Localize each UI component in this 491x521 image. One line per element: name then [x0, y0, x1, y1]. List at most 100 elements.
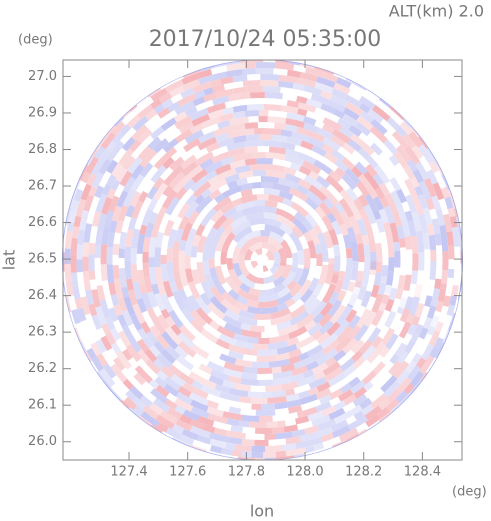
field-cell [266, 421, 278, 428]
field-cell [318, 394, 332, 405]
field-cell [391, 267, 401, 288]
field-cell [435, 245, 443, 266]
field-cell [217, 120, 231, 130]
field-cell [258, 292, 280, 303]
field-cell [129, 313, 143, 332]
field-cell [296, 406, 318, 418]
field-cell [94, 245, 102, 258]
field-cell [250, 236, 269, 245]
field-cell [232, 74, 248, 83]
field-cell [88, 303, 98, 317]
field-cell [148, 236, 157, 258]
field-cell [91, 289, 101, 308]
field-cell [360, 290, 372, 308]
field-cell [304, 213, 318, 228]
field-cell [120, 399, 130, 409]
field-cell [274, 407, 289, 416]
field-cell [350, 339, 365, 354]
field-cell [165, 128, 182, 143]
field-cell [168, 171, 186, 189]
field-cell [397, 207, 407, 220]
field-cell [404, 235, 413, 250]
field-cell [213, 126, 230, 137]
field-cell [353, 324, 369, 342]
field-cell [262, 247, 269, 255]
field-cell [375, 341, 386, 353]
field-cell [240, 194, 258, 204]
field-cell [363, 244, 371, 259]
field-cell [85, 156, 99, 175]
field-cell [308, 170, 320, 181]
field-cell [271, 390, 286, 398]
field-cell [250, 163, 266, 171]
field-cell [117, 330, 131, 348]
field-cell [276, 214, 296, 230]
field-cell [363, 310, 377, 328]
field-cell [241, 414, 260, 422]
y-tick-label: 26.6 [28, 215, 57, 230]
field-cell [325, 357, 337, 368]
field-cell [318, 169, 330, 180]
field-cell [250, 385, 266, 393]
field-cell [180, 145, 201, 162]
field-cell [338, 427, 359, 442]
field-cell [214, 63, 226, 68]
field-cell [265, 218, 283, 229]
field-cell [232, 246, 242, 264]
field-cell [137, 328, 148, 340]
field-cell [176, 355, 195, 371]
field-cell [323, 367, 344, 383]
field-cell [296, 374, 318, 387]
field-cell [343, 234, 352, 249]
field-cell [364, 258, 371, 268]
field-cell [224, 275, 241, 294]
field-cell [192, 96, 206, 107]
field-cell [372, 104, 391, 122]
field-cell [421, 333, 433, 347]
field-cell [359, 157, 370, 168]
field-cell [73, 215, 82, 228]
field-cell [263, 451, 276, 458]
field-cell [232, 111, 246, 119]
field-cell [184, 255, 191, 269]
field-cell [113, 357, 126, 372]
field-cell [171, 424, 185, 435]
field-cell [274, 401, 288, 410]
field-cell [187, 281, 201, 300]
field-cell [266, 170, 287, 180]
field-cell [378, 182, 390, 196]
field-cell [144, 348, 158, 363]
field-cell [152, 305, 163, 317]
field-cell [155, 414, 175, 430]
y-tick-label: 26.9 [28, 105, 57, 120]
field-cell [305, 197, 319, 211]
field-cell [367, 108, 384, 124]
field-cell [422, 232, 431, 250]
field-cell [143, 275, 153, 293]
field-cell [178, 267, 189, 287]
field-cell [272, 414, 288, 422]
field-cell [161, 331, 179, 350]
field-cell [268, 110, 288, 118]
field-cell [165, 315, 176, 328]
field-cell [96, 285, 106, 301]
field-cell [418, 252, 425, 271]
field-cell [295, 415, 310, 425]
field-cell [316, 381, 331, 393]
field-cell [393, 151, 409, 169]
field-cell [177, 340, 197, 358]
field-cell [251, 187, 264, 195]
field-cell [380, 375, 398, 393]
field-cell [438, 324, 450, 340]
field-cell [241, 329, 262, 338]
field-cell [317, 127, 334, 141]
field-cell [211, 84, 226, 93]
field-cell [426, 305, 437, 319]
field-cell [343, 371, 358, 385]
field-cell [336, 325, 353, 344]
field-cell [328, 291, 340, 306]
field-cell [292, 82, 305, 91]
field-cell [426, 147, 439, 166]
field-cell [229, 159, 246, 170]
field-cell [411, 352, 422, 364]
